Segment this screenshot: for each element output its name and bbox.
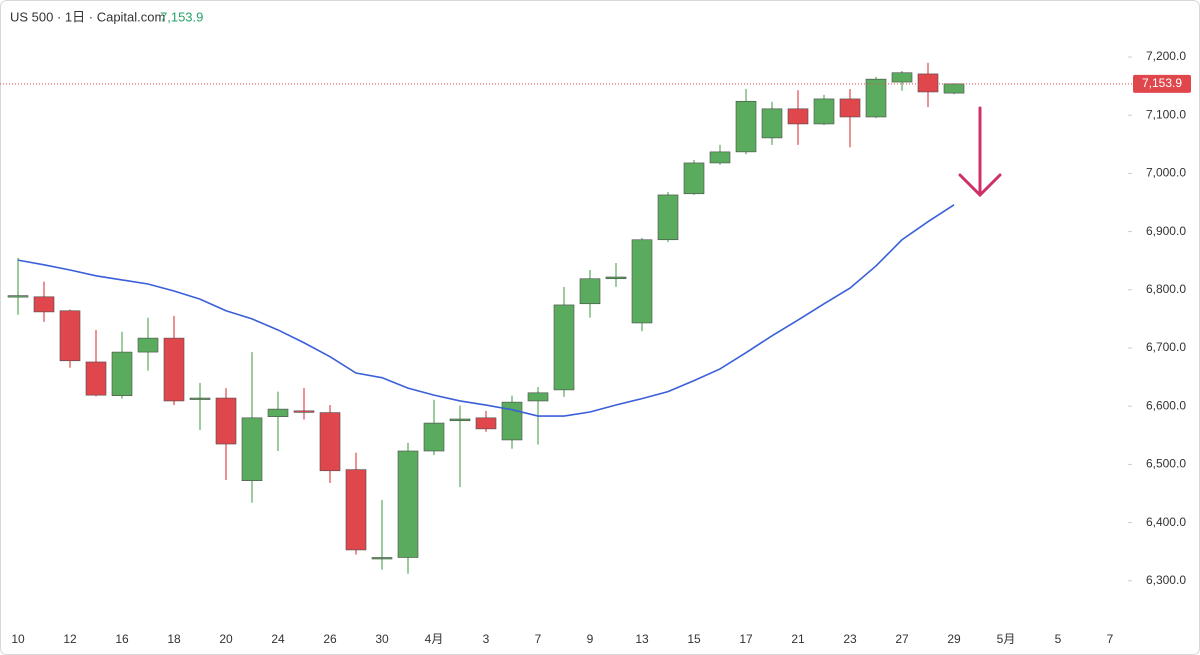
- x-tick-label: 26: [323, 632, 337, 646]
- x-tick-label: 12: [63, 632, 77, 646]
- x-tick-label: 5: [1055, 632, 1062, 646]
- x-tick-label: 27: [895, 632, 909, 646]
- candle-body: [553, 304, 575, 391]
- x-tick-label: 4月: [425, 632, 444, 646]
- candle-body: [33, 296, 55, 313]
- candle-body: [267, 408, 289, 417]
- y-tick-label: 6,900.0: [1146, 224, 1186, 238]
- y-tick-label: 7,200.0: [1146, 49, 1186, 63]
- last-price-tag: [1133, 74, 1191, 93]
- candle-body: [59, 310, 81, 362]
- moving-average-line: [17, 204, 955, 417]
- candle-body: [345, 469, 367, 551]
- x-tick-label: 21: [791, 632, 805, 646]
- y-tick-label: 6,800.0: [1146, 282, 1186, 296]
- candle-body: [241, 417, 263, 481]
- y-tick-label: 7,000.0: [1146, 166, 1186, 180]
- x-tick-label: 13: [635, 632, 649, 646]
- x-tick-label: 20: [219, 632, 233, 646]
- y-tick-label: 6,300.0: [1146, 573, 1186, 587]
- candle-body: [891, 72, 913, 83]
- candle-body: [683, 162, 705, 195]
- candle-body: [943, 83, 965, 94]
- candle-body: [163, 337, 185, 402]
- x-tick-label: 29: [947, 632, 961, 646]
- candle-body: [319, 412, 341, 472]
- candle-body: [657, 194, 679, 241]
- x-tick-label: 17: [739, 632, 753, 646]
- candle-body: [137, 337, 159, 353]
- x-tick-label: 5月: [997, 632, 1016, 646]
- chart-title: US 500 · 1日 · Capital.com: [10, 9, 165, 24]
- plot-area: [0, 56, 1132, 582]
- candle-body: [293, 410, 315, 413]
- header-price: 7,153.9: [160, 9, 203, 24]
- x-tick-label: 16: [115, 632, 129, 646]
- candle-body: [449, 418, 471, 422]
- candle-body: [423, 422, 445, 452]
- x-tick-label: 18: [167, 632, 181, 646]
- x-tick-label: 15: [687, 632, 701, 646]
- candle-body: [397, 450, 419, 558]
- candle-body: [111, 351, 133, 397]
- x-tick-label: 24: [271, 632, 285, 646]
- candle-body: [813, 98, 835, 125]
- candle-body: [631, 239, 653, 324]
- candle-body: [709, 151, 731, 164]
- y-tick-label: 7,100.0: [1146, 107, 1186, 121]
- candle-body: [735, 100, 757, 153]
- x-tick-label: 30: [375, 632, 389, 646]
- candle-body: [85, 361, 107, 396]
- candle-body: [7, 295, 29, 298]
- down-arrow-annotation: [958, 106, 1002, 198]
- candle-body: [579, 278, 601, 305]
- candle-body: [371, 557, 393, 560]
- x-tick-label: 23: [843, 632, 857, 646]
- candle-body: [605, 276, 627, 280]
- candle-body: [475, 417, 497, 430]
- candle-body: [917, 73, 939, 93]
- y-tick-label: 6,600.0: [1146, 398, 1186, 412]
- y-tick-label: 6,700.0: [1146, 340, 1186, 354]
- x-tick-label: 3: [483, 632, 490, 646]
- x-tick-label: 10: [11, 632, 25, 646]
- candle-body: [761, 108, 783, 139]
- y-tick-label: 6,400.0: [1146, 515, 1186, 529]
- last-price-label: 7,153.9: [1142, 76, 1182, 90]
- candle-body: [189, 397, 211, 400]
- candle-body: [865, 78, 887, 118]
- candle-body: [215, 397, 237, 445]
- candle-body: [839, 98, 861, 118]
- x-tick-label: 7: [1107, 632, 1114, 646]
- x-tick-label: 7: [535, 632, 542, 646]
- x-tick-label: 9: [587, 632, 594, 646]
- y-tick-label: 6,500.0: [1146, 457, 1186, 471]
- candle-body: [787, 108, 809, 125]
- candle-body: [527, 392, 549, 402]
